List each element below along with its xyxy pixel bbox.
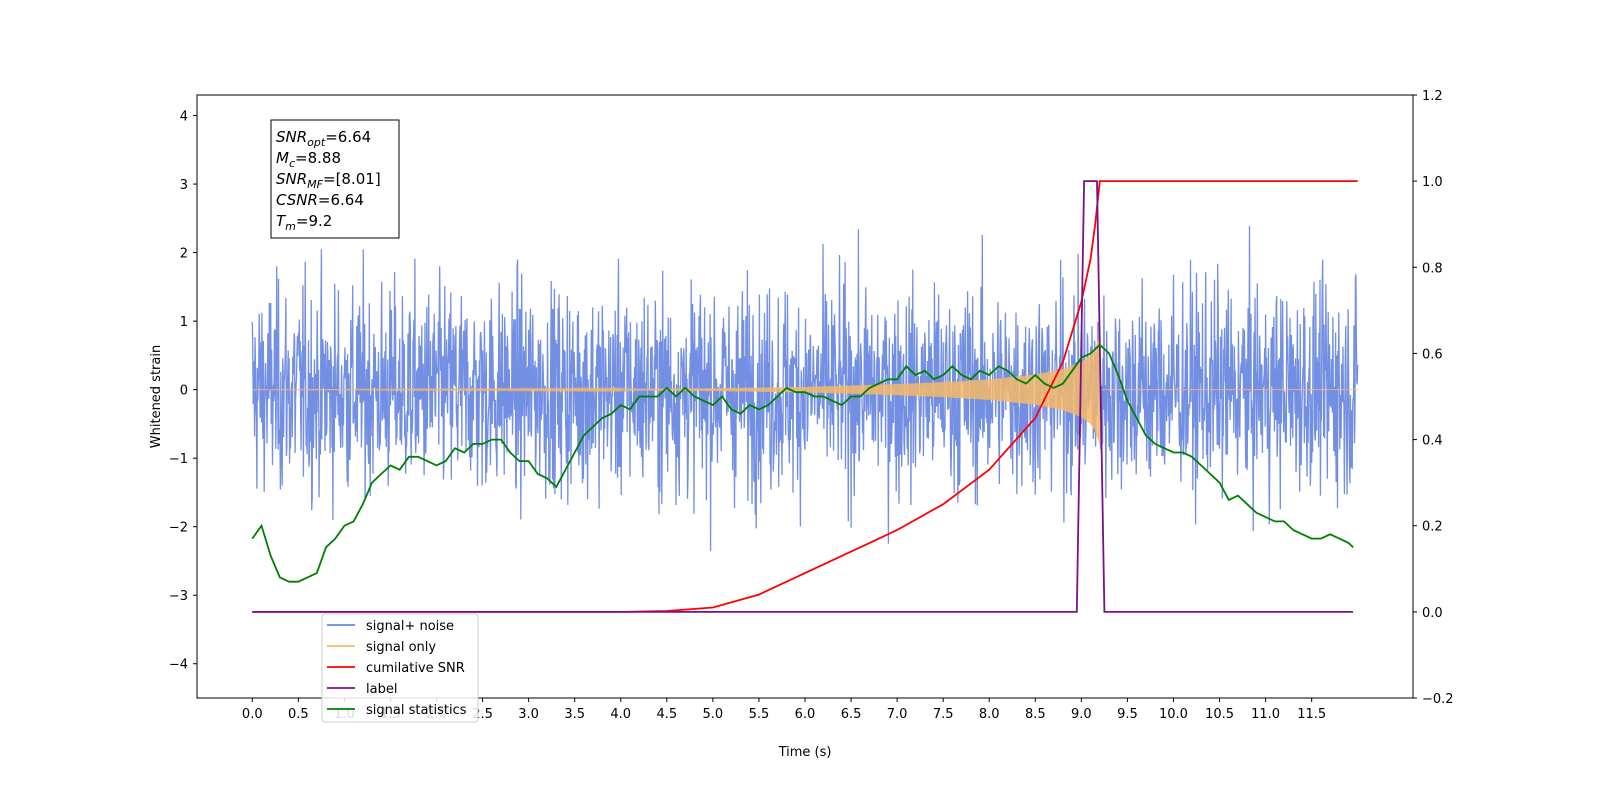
y-left-tick-label: −4 <box>169 658 188 673</box>
y-right-tick-label: 0.0 <box>1422 606 1443 621</box>
x-tick-label: 10.5 <box>1205 707 1234 722</box>
series-signal-noise-line <box>251 225 1359 551</box>
y-left-tick-label: 2 <box>180 247 188 262</box>
x-tick-label: 5.5 <box>749 707 770 722</box>
x-tick-label: 6.5 <box>841 707 862 722</box>
x-tick-label: 7.0 <box>887 707 908 722</box>
y-axis-left-label: Whitened strain <box>149 345 164 448</box>
legend-entry-label: cumilative SNR <box>366 661 465 676</box>
y-right-tick-label: 0.2 <box>1422 520 1443 535</box>
y-right-tick-label: 0.6 <box>1422 347 1443 362</box>
x-tick-label: 3.0 <box>518 707 539 722</box>
series-cumulative-snr-line <box>252 180 1358 613</box>
x-tick-label: 4.5 <box>656 707 677 722</box>
x-tick-label: 8.0 <box>979 707 1000 722</box>
y-left-tick-label: −1 <box>169 452 188 467</box>
x-tick-label: 5.0 <box>703 707 724 722</box>
legend-entry-label: signal+ noise <box>366 619 454 634</box>
legend-entry-label: signal statistics <box>366 703 467 718</box>
legend-entry-label: signal only <box>366 640 436 655</box>
y-right-tick-label: 0.8 <box>1422 261 1443 276</box>
x-tick-label: 0.5 <box>288 707 309 722</box>
y-axis-left: 4 3 2 1 0 −1 −2 −3 −4 <box>169 110 197 673</box>
legend-entry-label: label <box>366 682 397 697</box>
y-right-tick-label: 1.2 <box>1422 89 1443 104</box>
x-axis-label: Time (s) <box>778 745 832 760</box>
snr-mf-value: SNRMF=[8.01] <box>276 170 381 191</box>
series-label-line <box>252 180 1354 613</box>
x-tick-label: 10.0 <box>1159 707 1188 722</box>
y-left-tick-label: 1 <box>180 315 188 330</box>
y-right-tick-label: 0.4 <box>1422 434 1443 449</box>
y-left-tick-label: −3 <box>169 589 188 604</box>
y-right-tick-label: −0.2 <box>1422 692 1454 707</box>
x-tick-label: 11.5 <box>1297 707 1326 722</box>
y-right-tick-label: 1.0 <box>1422 175 1443 190</box>
legend-frame <box>321 613 479 723</box>
y-left-tick-label: 3 <box>180 178 188 193</box>
x-tick-label: 9.5 <box>1117 707 1138 722</box>
legend: signal+ noise signal only cumilative SNR la… <box>321 613 479 723</box>
x-tick-label: 0.0 <box>242 707 263 722</box>
y-left-tick-label: 0 <box>180 384 188 399</box>
mc-value: Mc=8.88 <box>276 149 341 170</box>
y-axis-right: 1.2 1.0 0.8 0.6 0.4 0.2 0.0 −0.2 <box>1413 89 1454 707</box>
tm-value: Tm=9.2 <box>276 212 332 233</box>
y-left-tick-label: 4 <box>180 110 188 125</box>
x-tick-label: 7.5 <box>933 707 954 722</box>
snr-opt-value: SNRopt=6.64 <box>276 128 371 149</box>
y-left-tick-label: −2 <box>169 521 188 536</box>
csnr-value: CSNR=6.64 <box>276 191 364 209</box>
annotation-frame <box>270 119 400 239</box>
x-tick-label: 4.0 <box>610 707 631 722</box>
x-tick-label: 8.5 <box>1025 707 1046 722</box>
series-signal-statistics-line <box>251 343 1354 583</box>
x-tick-label: 3.5 <box>564 707 585 722</box>
x-tick-label: 9.0 <box>1071 707 1092 722</box>
plot-area <box>251 180 1359 613</box>
x-tick-label: 6.0 <box>795 707 816 722</box>
x-tick-label: 11.0 <box>1251 707 1280 722</box>
